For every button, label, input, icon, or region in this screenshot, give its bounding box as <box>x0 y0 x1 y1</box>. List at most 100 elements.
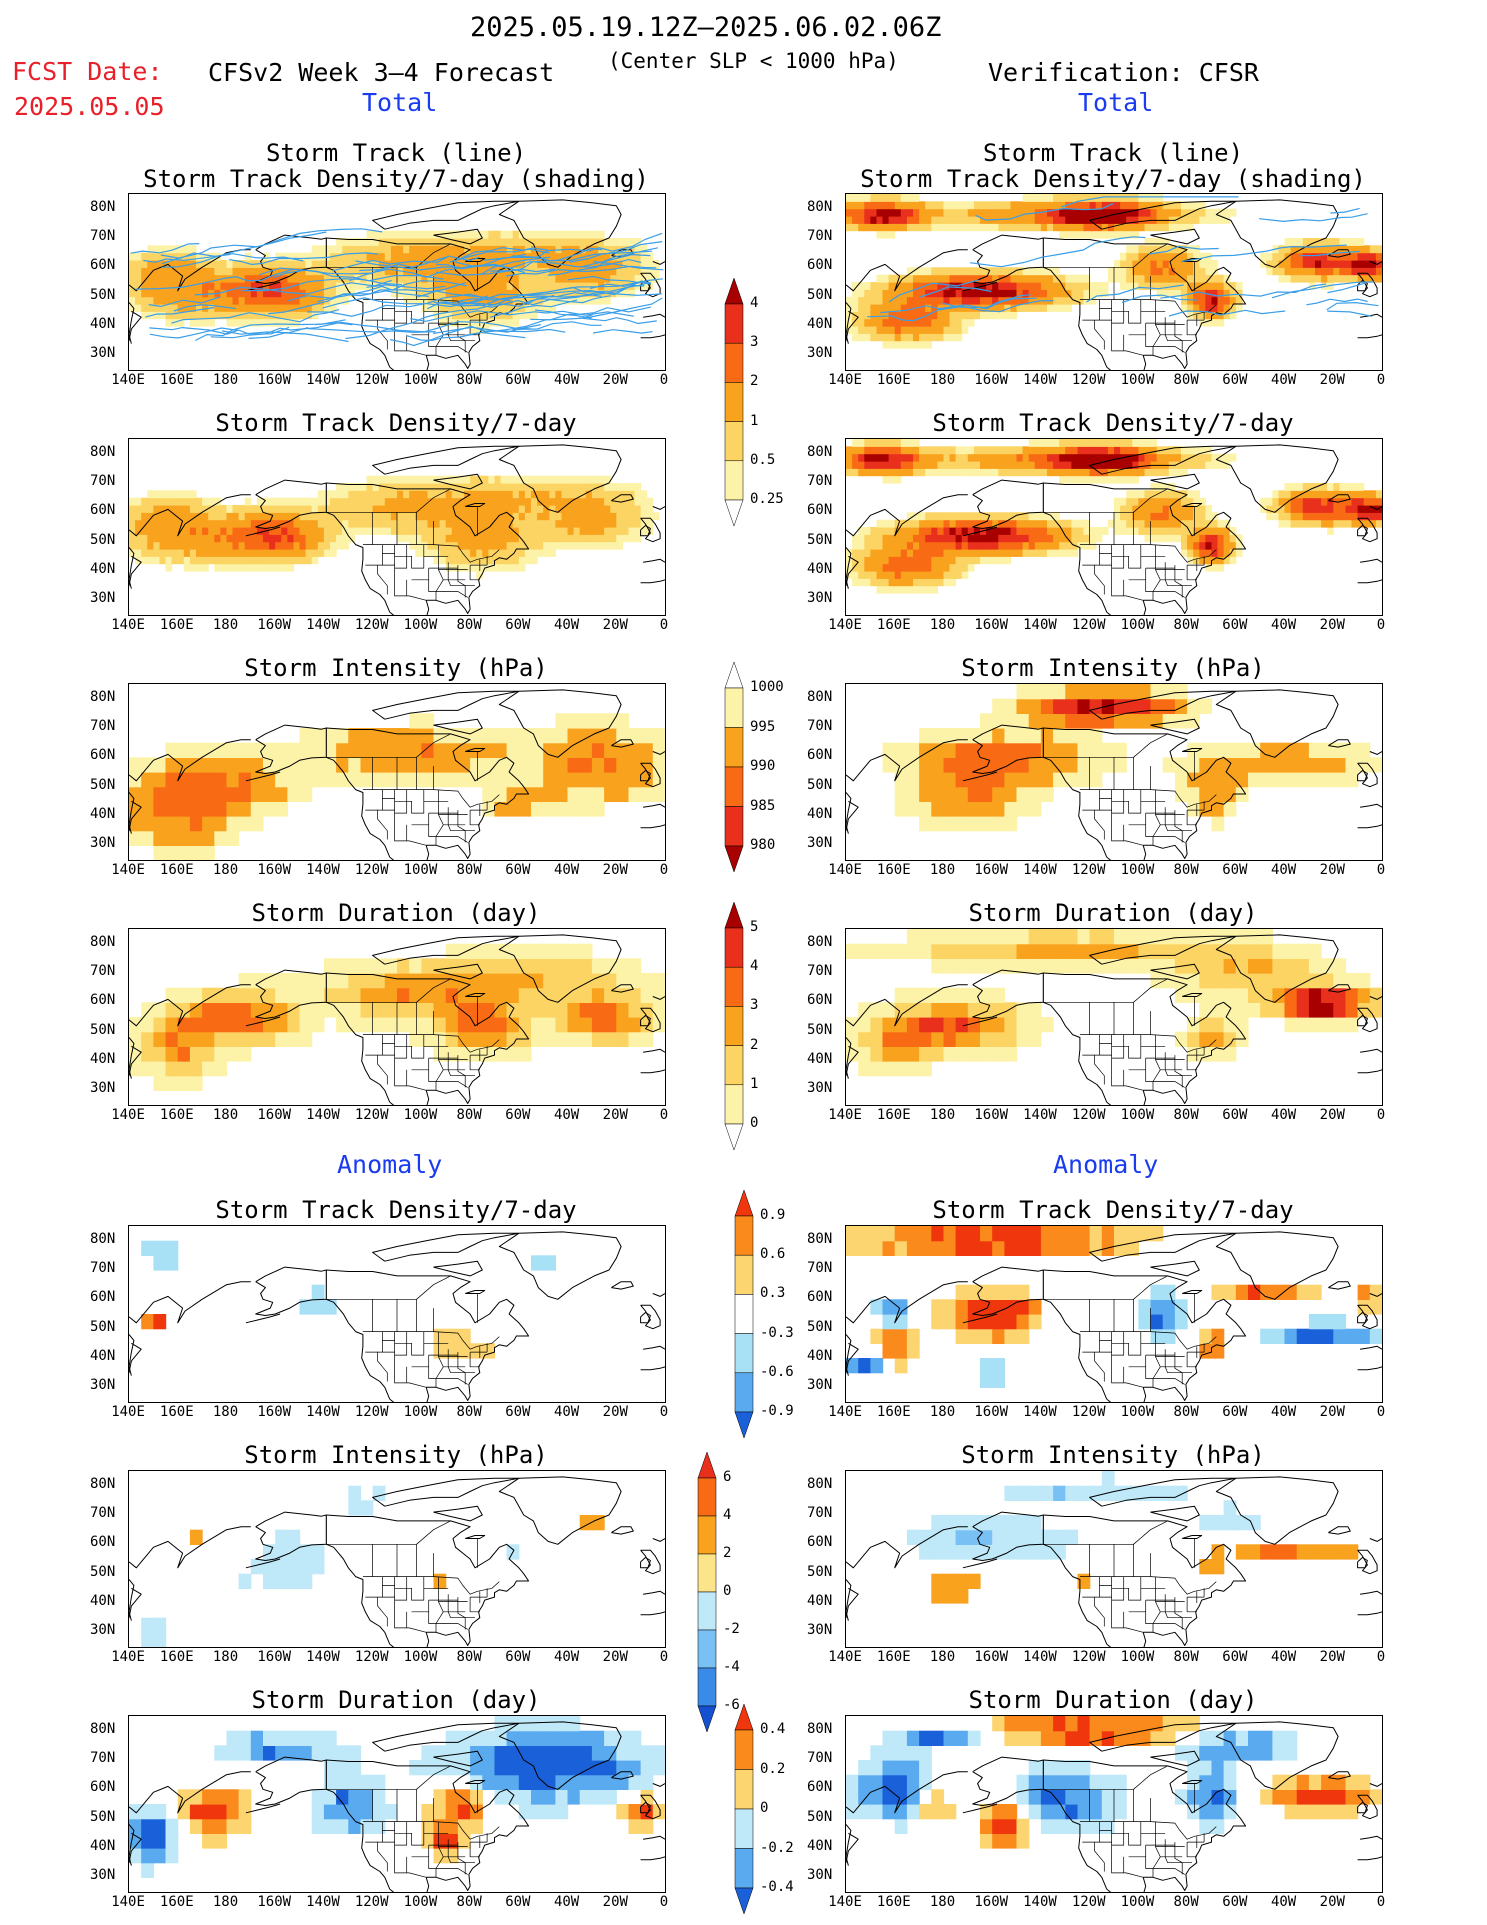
lon-tick-label: 160W <box>974 1404 1009 1420</box>
lat-tick-label: 40N <box>90 1838 116 1854</box>
lon-tick-label: 180 <box>929 617 956 633</box>
coastline <box>846 1721 1382 1892</box>
lon-tick-label: 180 <box>929 1894 956 1910</box>
lon-tick-label: 100W <box>403 617 438 633</box>
shaded-field <box>129 475 660 579</box>
lon-tick-label: 20W <box>602 862 628 878</box>
lat-tick-label: 30N <box>807 1080 833 1097</box>
total-label-right: Total <box>1078 88 1154 117</box>
lon-tick-label: 40W <box>1270 1894 1297 1910</box>
panel-verif-row7-map <box>846 1716 1382 1892</box>
lon-tick-label: 80W <box>456 1404 482 1420</box>
political-borders <box>325 1270 500 1388</box>
lon-tick-label: 20W <box>602 1107 628 1123</box>
lon-tick-label: 60W <box>505 1649 531 1665</box>
lon-tick-label: 120W <box>354 1107 389 1123</box>
colorbar-tick-label: -0.3 <box>760 1324 794 1341</box>
colorbar-density-anom <box>734 1190 754 1438</box>
lon-tick-label: 40W <box>553 1107 580 1123</box>
political-borders <box>1042 1515 1217 1633</box>
lon-tick-label: 120W <box>1071 372 1106 388</box>
political-borders <box>1042 1760 1217 1878</box>
political-borders <box>1042 728 1217 846</box>
colorbar-tick-label: 3 <box>750 997 759 1014</box>
shaded-field <box>846 194 1382 349</box>
colorbar-tick-label: -2 <box>723 1621 740 1637</box>
colorbar-tick-label: -0.6 <box>760 1363 794 1380</box>
lat-tick-label: 30N <box>90 590 116 607</box>
lat-tick-label: 80N <box>807 1230 833 1247</box>
shaded-field <box>129 230 660 334</box>
lat-tick-label: 60N <box>807 1779 833 1796</box>
panel-forecast-row2 <box>128 438 666 616</box>
lon-tick-label: 80W <box>456 372 482 388</box>
colorbar-tick-label: 1000 <box>750 679 784 695</box>
lat-tick-label: 50N <box>807 1021 833 1038</box>
panel-verif-row3 <box>845 683 1383 861</box>
lon-tick-label: 140W <box>1023 1649 1057 1665</box>
lat-tick-label: 70N <box>90 718 116 734</box>
political-borders <box>325 1760 500 1878</box>
lon-tick-label: 180 <box>929 1649 956 1665</box>
lon-tick-label: 120W <box>354 617 389 633</box>
lon-tick-label: 40W <box>1270 1107 1297 1123</box>
lon-tick-label: 100W <box>1120 617 1155 633</box>
panel-verif-row1-map <box>846 194 1382 370</box>
lon-tick-label: 160W <box>974 1107 1009 1123</box>
lat-tick-label: 40N <box>807 316 833 332</box>
lon-tick-label: 120W <box>354 862 389 878</box>
panel-forecast-row3-title: Storm Intensity (hPa) <box>244 654 548 682</box>
lon-tick-label: 20W <box>602 1649 628 1665</box>
lon-tick-label: 0 <box>659 1107 669 1123</box>
lon-tick-label: 160E <box>876 1404 911 1420</box>
colorbar-tick-label: 0.9 <box>760 1207 786 1223</box>
lat-tick-label: 70N <box>807 1505 833 1521</box>
storm-track-lines <box>130 228 664 347</box>
verification-title: Verification: CFSR <box>988 58 1259 87</box>
total-label-left: Total <box>362 88 438 117</box>
colorbar-intensity-total <box>724 662 744 872</box>
colorbar-tick-label: 0.3 <box>760 1285 786 1302</box>
fcst-date-value: 2025.05.05 <box>14 92 165 121</box>
lon-tick-label: 100W <box>1120 1649 1155 1665</box>
panel-verif-row5-map <box>846 1226 1382 1402</box>
lon-tick-label: 60W <box>505 862 531 878</box>
lon-tick-label: 120W <box>354 1894 389 1910</box>
panel-verif-row6 <box>845 1470 1383 1648</box>
lat-tick-label: 50N <box>807 1563 833 1580</box>
lon-tick-label: 80W <box>1173 1649 1199 1665</box>
lon-tick-label: 140E <box>828 1404 862 1420</box>
lon-tick-label: 0 <box>1376 1649 1386 1665</box>
anomaly-label-left: Anomaly <box>337 1150 443 1179</box>
lon-tick-label: 0 <box>1376 1404 1386 1420</box>
lon-tick-label: 0 <box>1376 1107 1386 1123</box>
coastline <box>129 689 665 860</box>
lat-tick-label: 80N <box>90 933 116 950</box>
lon-tick-label: 0 <box>1376 372 1386 388</box>
colorbar-tick-label: -4 <box>723 1659 740 1675</box>
coastline <box>129 199 665 370</box>
lon-tick-label: 180 <box>212 617 239 633</box>
lon-tick-label: 40W <box>553 1894 580 1910</box>
political-borders <box>1042 238 1217 356</box>
lat-tick-label: 30N <box>807 835 833 852</box>
colorbar-tick-label: 5 <box>750 919 759 935</box>
lon-tick-label: 160W <box>257 372 292 388</box>
lat-tick-label: 70N <box>807 473 833 489</box>
lat-tick-label: 70N <box>90 1260 116 1276</box>
lon-tick-label: 20W <box>1319 1404 1345 1420</box>
panel-verif-row1-title: Storm Track (line) <box>982 139 1244 167</box>
panel-verif-row6-title: Storm Intensity (hPa) <box>961 1441 1265 1469</box>
lat-tick-label: 30N <box>90 1867 116 1884</box>
lon-tick-label: 20W <box>602 617 628 633</box>
lon-tick-label: 20W <box>1319 1649 1345 1665</box>
political-borders <box>325 728 500 846</box>
colorbar-tick-label: 0 <box>723 1583 732 1599</box>
lon-tick-label: 140E <box>111 372 145 388</box>
lon-tick-label: 160W <box>257 617 292 633</box>
coastline <box>846 444 1382 615</box>
lat-tick-label: 60N <box>90 747 116 764</box>
lon-tick-label: 60W <box>1222 1107 1248 1123</box>
lon-tick-label: 140W <box>1023 372 1057 388</box>
lon-tick-label: 20W <box>1319 372 1345 388</box>
